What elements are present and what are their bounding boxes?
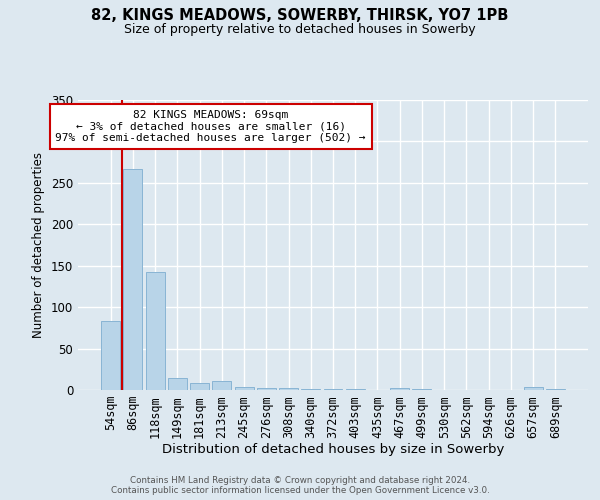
Bar — [212, 381, 231, 390]
Bar — [346, 389, 365, 390]
Text: Distribution of detached houses by size in Sowerby: Distribution of detached houses by size … — [162, 442, 504, 456]
Bar — [412, 389, 431, 390]
Text: Size of property relative to detached houses in Sowerby: Size of property relative to detached ho… — [124, 22, 476, 36]
Bar — [390, 388, 409, 390]
Bar — [168, 378, 187, 390]
Text: 82 KINGS MEADOWS: 69sqm
← 3% of detached houses are smaller (16)
97% of semi-det: 82 KINGS MEADOWS: 69sqm ← 3% of detached… — [55, 110, 366, 143]
Bar — [257, 388, 276, 390]
Y-axis label: Number of detached properties: Number of detached properties — [32, 152, 46, 338]
Text: Contains HM Land Registry data © Crown copyright and database right 2024.: Contains HM Land Registry data © Crown c… — [130, 476, 470, 485]
Text: Contains public sector information licensed under the Open Government Licence v3: Contains public sector information licen… — [110, 486, 490, 495]
Bar — [101, 321, 120, 390]
Bar — [146, 272, 164, 390]
Text: 82, KINGS MEADOWS, SOWERBY, THIRSK, YO7 1PB: 82, KINGS MEADOWS, SOWERBY, THIRSK, YO7 … — [91, 8, 509, 22]
Bar — [190, 382, 209, 390]
Bar — [235, 386, 254, 390]
Bar — [301, 389, 320, 390]
Bar — [546, 389, 565, 390]
Bar — [279, 388, 298, 390]
Bar — [524, 386, 542, 390]
Bar — [323, 389, 343, 390]
Bar — [124, 169, 142, 390]
